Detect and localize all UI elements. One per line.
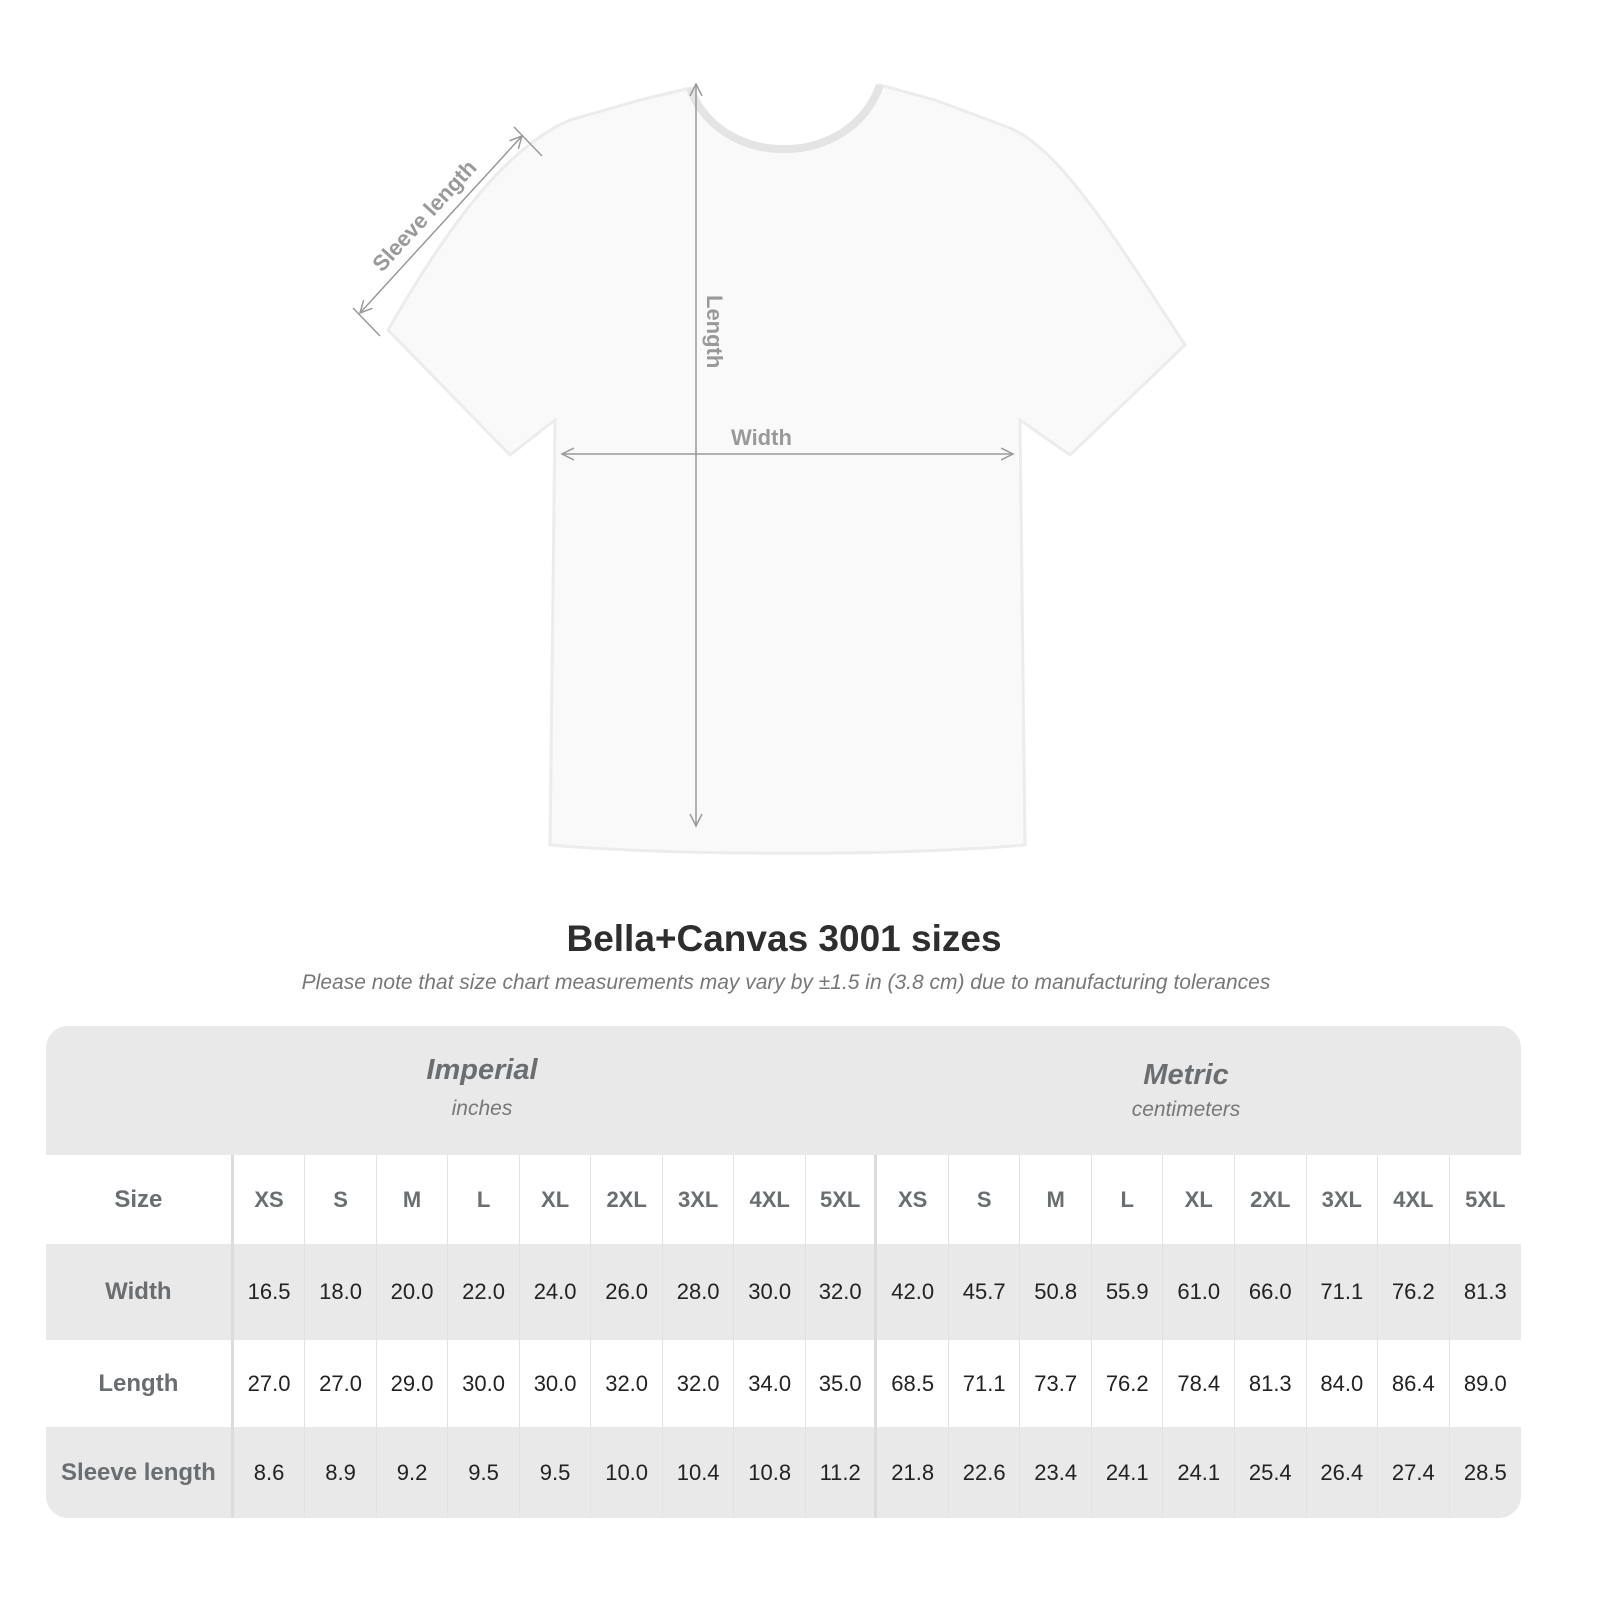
imperial-unit: inches — [451, 1097, 513, 1120]
cell-imperial: 18.0 — [305, 1244, 377, 1340]
row-label: Sleeve length — [46, 1427, 234, 1518]
cell-imperial: 20.0 — [377, 1244, 449, 1340]
size-header-imperial: 2XL — [591, 1155, 663, 1244]
metric-header: Metric centimeters — [986, 1059, 1386, 1122]
cell-imperial: 9.2 — [377, 1427, 449, 1518]
length-label: Length — [702, 295, 727, 368]
imperial-header: Imperial inches — [282, 1054, 682, 1121]
cell-metric: 61.0 — [1163, 1244, 1235, 1340]
size-header-imperial: M — [377, 1155, 449, 1244]
cell-metric: 76.2 — [1092, 1340, 1164, 1427]
size-header-metric: 2XL — [1235, 1155, 1307, 1244]
cell-metric: 84.0 — [1307, 1340, 1379, 1427]
size-header-metric: M — [1020, 1155, 1092, 1244]
size-table: Imperial inches Metric centimeters Size X… — [46, 1026, 1521, 1518]
cell-imperial: 8.6 — [234, 1427, 306, 1518]
cell-imperial: 26.0 — [591, 1244, 663, 1340]
row-label: Width — [46, 1244, 234, 1340]
cell-imperial: 34.0 — [734, 1340, 806, 1427]
cell-imperial: 27.0 — [234, 1340, 306, 1427]
size-header-imperial: L — [448, 1155, 520, 1244]
cell-imperial: 9.5 — [520, 1427, 592, 1518]
cell-metric: 27.4 — [1378, 1427, 1450, 1518]
cell-metric: 78.4 — [1163, 1340, 1235, 1427]
cell-imperial: 28.0 — [663, 1244, 735, 1340]
cell-metric: 71.1 — [949, 1340, 1021, 1427]
cell-metric: 68.5 — [877, 1340, 949, 1427]
cell-metric: 42.0 — [877, 1244, 949, 1340]
tshirt-shape — [386, 83, 1187, 855]
row-label: Length — [46, 1340, 234, 1427]
cell-imperial: 30.0 — [734, 1244, 806, 1340]
size-header-metric: 3XL — [1307, 1155, 1379, 1244]
row-label: Size — [46, 1155, 234, 1244]
table-row: Length 27.0 27.0 29.0 30.0 30.0 32.0 32.0 34.0 35… — [46, 1340, 1521, 1427]
size-header-imperial: S — [305, 1155, 377, 1244]
cell-metric: 50.8 — [1020, 1244, 1092, 1340]
cell-imperial: 11.2 — [806, 1427, 878, 1518]
cell-imperial: 32.0 — [663, 1340, 735, 1427]
cell-imperial: 35.0 — [806, 1340, 878, 1427]
size-header-metric: 4XL — [1378, 1155, 1450, 1244]
size-header-metric: 5XL — [1465, 1186, 1506, 1212]
cell-metric: 25.4 — [1235, 1427, 1307, 1518]
cell-metric: 86.4 — [1378, 1340, 1450, 1427]
metric-title: Metric — [1143, 1059, 1229, 1091]
cell-metric: 89.0 — [1463, 1370, 1507, 1396]
cell-imperial: 10.0 — [591, 1427, 663, 1518]
size-header-row: Size XS S M L XL 2XL 3XL 4XL 5XL XS S M L XL 2XL 3XL 4XL 5… — [46, 1155, 1521, 1244]
size-header-imperial: 3XL — [663, 1155, 735, 1244]
size-header-metric: S — [949, 1155, 1021, 1244]
cell-metric: 23.4 — [1020, 1427, 1092, 1518]
cell-imperial: 10.4 — [663, 1427, 735, 1518]
cell-metric: 22.6 — [949, 1427, 1021, 1518]
cell-imperial: 10.8 — [734, 1427, 806, 1518]
cell-metric: 81.3 — [1235, 1340, 1307, 1427]
size-header-metric: L — [1092, 1155, 1164, 1244]
cell-imperial: 24.0 — [520, 1244, 592, 1340]
cell-metric: 21.8 — [877, 1427, 949, 1518]
cell-imperial: 9.5 — [448, 1427, 520, 1518]
size-header-metric: XS — [877, 1155, 949, 1244]
cell-metric: 76.2 — [1378, 1244, 1450, 1340]
tolerance-note: Please note that size chart measurements… — [301, 971, 1271, 994]
imperial-title: Imperial — [426, 1054, 538, 1086]
tshirt-diagram: Sleeve length Length Width — [352, 0, 1187, 855]
sleeve-arrow — [360, 136, 522, 313]
cell-metric: 28.5 — [1463, 1459, 1507, 1485]
size-header-imperial: 4XL — [734, 1155, 806, 1244]
cell-imperial: 8.9 — [305, 1427, 377, 1518]
cell-imperial: 32.0 — [806, 1244, 878, 1340]
size-header-imperial: XS — [234, 1155, 306, 1244]
cell-imperial: 22.0 — [448, 1244, 520, 1340]
cell-imperial: 30.0 — [520, 1340, 592, 1427]
cell-metric: 73.7 — [1020, 1340, 1092, 1427]
table-row: Sleeve length 8.6 8.9 9.2 9.5 9.5 10.0 10.4 10.8… — [46, 1427, 1521, 1518]
table-row: Width 16.5 18.0 20.0 22.0 24.0 26.0 28.0 30.0 32.… — [46, 1244, 1521, 1340]
cell-imperial: 30.0 — [448, 1340, 520, 1427]
width-label: Width — [731, 425, 792, 450]
size-header-imperial: 5XL — [806, 1155, 878, 1244]
cell-imperial: 27.0 — [305, 1340, 377, 1427]
size-header-imperial: XL — [520, 1155, 592, 1244]
size-header-metric: XL — [1163, 1155, 1235, 1244]
cell-metric: 24.1 — [1163, 1427, 1235, 1518]
cell-metric: 71.1 — [1307, 1244, 1379, 1340]
page-title: Bella+Canvas 3001 sizes — [566, 918, 1002, 959]
metric-unit: centimeters — [1131, 1098, 1241, 1121]
cell-metric: 66.0 — [1235, 1244, 1307, 1340]
cell-metric: 45.7 — [949, 1244, 1021, 1340]
table-header: Imperial inches Metric centimeters — [46, 1026, 1521, 1155]
cell-imperial: 29.0 — [377, 1340, 449, 1427]
cell-metric: 55.9 — [1092, 1244, 1164, 1340]
cell-metric: 81.3 — [1463, 1279, 1507, 1304]
cell-metric: 24.1 — [1092, 1427, 1164, 1518]
cell-imperial: 32.0 — [591, 1340, 663, 1427]
cell-imperial: 16.5 — [234, 1244, 306, 1340]
cell-metric: 26.4 — [1307, 1427, 1379, 1518]
